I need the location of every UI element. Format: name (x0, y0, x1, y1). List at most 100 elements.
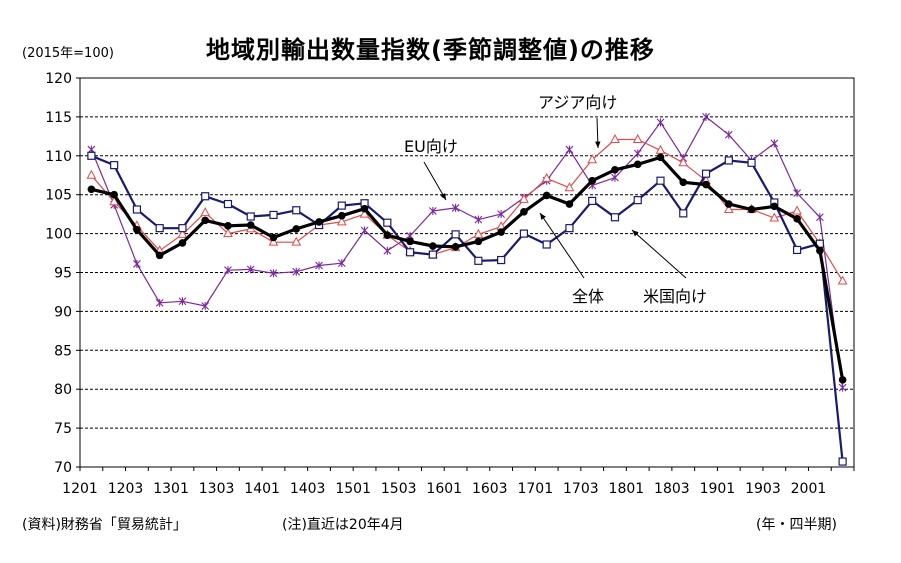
data-point (223, 228, 233, 238)
data-point (201, 192, 210, 201)
data-point (838, 376, 847, 384)
data-point (793, 189, 801, 198)
data-point (337, 259, 346, 268)
data-point (587, 154, 598, 164)
data-point (611, 166, 619, 174)
data-point (838, 457, 847, 466)
series-line (91, 155, 845, 381)
data-point (838, 383, 847, 392)
data-point (655, 144, 666, 154)
data-point (541, 172, 552, 182)
data-point (542, 240, 551, 249)
data-point (292, 267, 301, 276)
data-point (588, 176, 597, 185)
series-annotation: 全体 (572, 287, 604, 306)
series-line (90, 116, 844, 388)
x-tick-label: 1703 (563, 481, 599, 497)
data-point (132, 205, 142, 214)
data-point (497, 228, 505, 236)
data-point (383, 218, 392, 227)
data-point (610, 213, 620, 222)
data-point (315, 218, 323, 226)
data-point (337, 211, 346, 220)
data-point (246, 212, 255, 221)
x-tick-label: 1401 (244, 481, 280, 497)
data-point (497, 255, 506, 265)
data-point (428, 250, 437, 259)
annotation-arrow (631, 229, 687, 279)
data-point (633, 196, 642, 205)
data-point (747, 205, 756, 214)
annotation-arrow (423, 161, 447, 201)
y-tick-label: 95 (54, 266, 72, 282)
annotation-arrow (539, 212, 585, 279)
data-point (428, 207, 437, 216)
data-point (292, 225, 301, 233)
x-tick-label: 1803 (654, 481, 690, 497)
data-point (588, 196, 597, 206)
unit-label: (2015年=100) (22, 46, 114, 61)
annotation-arrowhead (440, 193, 446, 200)
y-tick-label: 110 (45, 149, 72, 165)
data-point (793, 215, 801, 223)
y-tick-label: 105 (45, 188, 72, 204)
data-point (406, 237, 414, 246)
y-tick-label: 70 (54, 460, 72, 476)
data-point (269, 233, 278, 242)
x-tick-label: 1203 (108, 481, 144, 497)
data-point (770, 139, 779, 148)
data-point (223, 199, 233, 209)
data-point (633, 160, 642, 169)
data-point (473, 228, 484, 238)
footnote: (注)直近は20年4月 (282, 517, 404, 533)
data-point (565, 200, 574, 208)
data-point (336, 216, 347, 226)
data-point (269, 210, 278, 220)
data-point (815, 213, 824, 222)
data-point (769, 212, 780, 222)
x-tick-label: 1403 (290, 481, 326, 497)
data-point (269, 269, 278, 278)
data-point (155, 251, 164, 260)
data-point (679, 178, 688, 187)
data-point (702, 112, 710, 121)
data-point (224, 222, 232, 230)
data-point (291, 236, 302, 246)
data-point (565, 224, 574, 233)
data-point (201, 301, 210, 310)
series-line (90, 154, 844, 462)
source-note: (資料)財務省「貿易統計」 (22, 517, 187, 533)
x-tick-label: 1201 (62, 481, 98, 497)
data-point (564, 182, 575, 192)
data-point (315, 261, 323, 270)
data-point (429, 242, 437, 250)
data-point (497, 210, 506, 219)
x-tick-label: 1903 (745, 481, 781, 497)
data-point (200, 207, 211, 217)
data-point (110, 161, 119, 170)
data-point (678, 157, 689, 167)
data-point (837, 275, 848, 285)
data-point (451, 203, 460, 212)
x-tick-label: 1901 (700, 481, 736, 497)
data-point (792, 205, 802, 215)
data-point (224, 266, 232, 275)
data-point (360, 226, 369, 235)
data-point (747, 158, 756, 167)
data-point (474, 237, 483, 246)
data-point (656, 153, 665, 162)
data-point (792, 245, 802, 255)
x-tick-label: 1601 (426, 481, 462, 497)
x-tick-label: 1801 (609, 481, 645, 497)
y-tick-label: 75 (54, 421, 72, 437)
annotation-arrowhead (540, 213, 546, 220)
data-point (451, 230, 460, 239)
data-point (565, 145, 574, 154)
series-annotation: 米国向け (643, 287, 707, 306)
data-point (155, 224, 164, 233)
x-tick-label: 2001 (791, 481, 827, 497)
data-point (109, 196, 119, 206)
data-point (383, 231, 392, 239)
data-point (178, 239, 187, 247)
